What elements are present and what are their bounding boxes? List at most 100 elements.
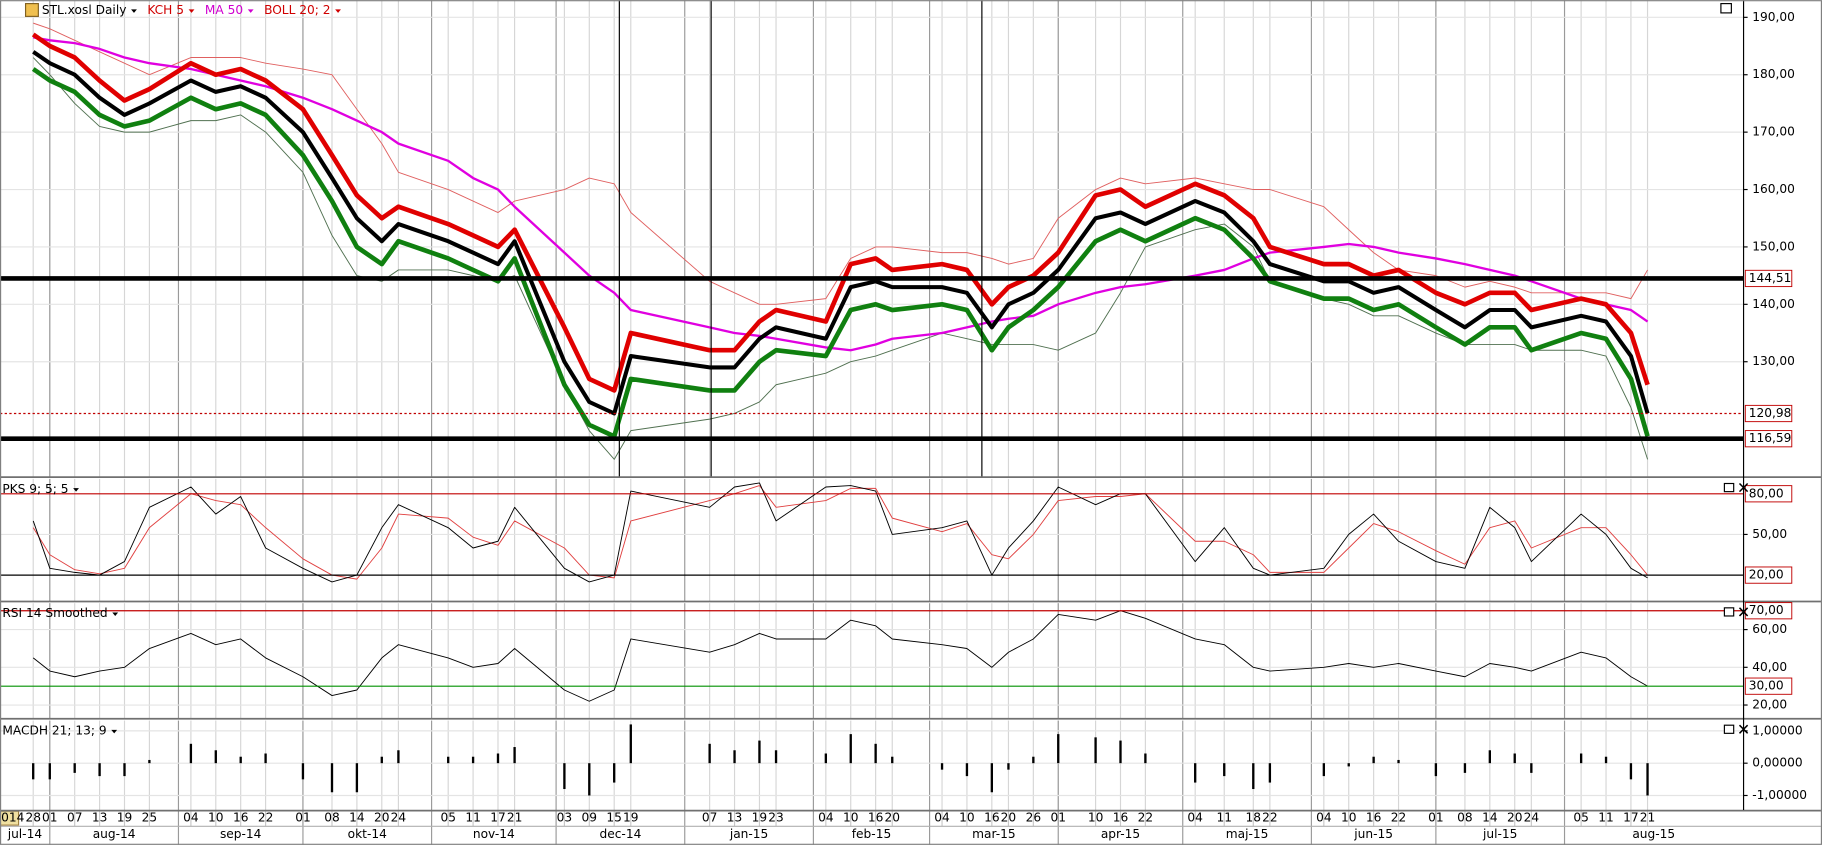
level-label: 70,00 xyxy=(1749,603,1784,617)
x-tick-label: 17 xyxy=(490,811,506,825)
x-tick-label: 04 xyxy=(818,811,834,825)
histogram-bar xyxy=(874,743,877,764)
histogram-bar xyxy=(774,750,778,764)
x-tick-label: 01 xyxy=(42,811,58,825)
series-line xyxy=(32,482,1648,583)
x-tick-label: 19 xyxy=(623,811,639,825)
level-label: 120,98 xyxy=(1749,406,1792,420)
dropdown-arrow[interactable] xyxy=(188,9,195,13)
level-label-box xyxy=(1744,566,1793,584)
histogram-bar xyxy=(1094,737,1097,764)
histogram-bar xyxy=(513,747,516,764)
y-tick-label: 160,00 xyxy=(1752,182,1795,196)
y-tick-label: 40,00 xyxy=(1752,660,1787,674)
x-tick-label: 24 xyxy=(1524,811,1540,825)
histogram-bar xyxy=(1144,753,1147,764)
legend-label: PKS 9; 5; 5 xyxy=(2,482,68,496)
histogram-bar xyxy=(1488,750,1491,764)
x-tick-label: 22 xyxy=(258,811,274,825)
dropdown-arrow[interactable] xyxy=(111,729,118,734)
x-tick-label: 13 xyxy=(92,811,108,825)
x-tick-label: 10 xyxy=(843,811,859,825)
histogram-bar xyxy=(1322,763,1326,777)
histogram-bar xyxy=(563,763,566,790)
series-line xyxy=(31,67,1650,439)
x-tick-label: 05 xyxy=(1573,811,1589,825)
dropdown-arrow[interactable] xyxy=(112,612,119,616)
histogram-bar xyxy=(264,753,267,764)
series-line xyxy=(31,32,1650,393)
histogram-bar xyxy=(148,759,151,764)
x-tick-label: 13 xyxy=(727,811,743,825)
x-tick-label: 09 xyxy=(582,811,598,825)
histogram-bar xyxy=(1223,763,1226,777)
y-tick-label: 190,00 xyxy=(1752,10,1795,24)
histogram-bar xyxy=(397,750,400,764)
month-label: feb-15 xyxy=(852,827,891,841)
panel-maximize[interactable] xyxy=(1723,482,1735,493)
x-tick-label: 26 xyxy=(1026,811,1042,825)
dropdown-arrow[interactable] xyxy=(247,9,254,13)
series-line xyxy=(32,50,1650,416)
series-line xyxy=(32,610,1648,702)
histogram-bar xyxy=(1007,763,1010,770)
level-label: 80,00 xyxy=(1749,486,1784,500)
x-tick-label: 16 xyxy=(1113,811,1129,825)
month-label: apr-15 xyxy=(1101,827,1140,841)
x-tick-label: 10 xyxy=(1088,811,1104,825)
x-tick-label: 20 xyxy=(1507,811,1523,825)
level-label-box xyxy=(1744,485,1793,503)
x-tick-label: 04 xyxy=(183,811,199,825)
histogram-bar xyxy=(1194,763,1197,783)
histogram-bar xyxy=(1604,756,1608,764)
panel-maximize[interactable] xyxy=(1723,724,1735,734)
histogram-bar xyxy=(1347,763,1350,767)
level-label-box xyxy=(1744,677,1793,695)
histogram-bar xyxy=(1513,753,1516,764)
series-line xyxy=(32,57,1649,460)
histogram-bar xyxy=(588,763,591,796)
window-button[interactable] xyxy=(1720,3,1732,14)
histogram-bar xyxy=(98,763,101,777)
dropdown-arrow[interactable] xyxy=(131,9,137,13)
histogram-bar xyxy=(708,743,711,764)
histogram-bar xyxy=(1372,756,1375,764)
grid xyxy=(0,0,1743,845)
x-tick-label: 01 xyxy=(1050,811,1066,825)
x-tick-label: 16 xyxy=(868,811,884,825)
histogram-bar xyxy=(189,743,193,764)
histogram-bar xyxy=(990,763,994,793)
legend-label: BOLL 20; 2 xyxy=(264,3,330,17)
x-tick-label: 24 xyxy=(391,811,407,825)
month-label: sep-14 xyxy=(220,827,262,841)
x-tick-label: 20 xyxy=(1001,811,1017,825)
level-label-box xyxy=(1744,269,1793,288)
y-tick-label: 180,00 xyxy=(1752,67,1795,81)
month-label: jan-15 xyxy=(729,827,768,841)
histogram-bar xyxy=(1032,756,1035,764)
histogram-bar xyxy=(1463,763,1467,773)
x-tick-label: 20 xyxy=(374,811,390,825)
x-tick-label: 05 xyxy=(440,811,456,825)
x-tick-label: 22 xyxy=(1391,811,1407,825)
histogram-bar xyxy=(1434,763,1438,777)
x-tick-label: 18 xyxy=(1246,811,1262,825)
x-tick-label: 04 xyxy=(934,811,950,825)
corner-label: 014 xyxy=(1,811,25,825)
legend-label: KCH 5 xyxy=(147,3,184,17)
dropdown-arrow[interactable] xyxy=(73,488,79,492)
x-tick-label: 01 xyxy=(1428,811,1444,825)
legend-label: MA 50 xyxy=(205,3,243,17)
x-tick-label: 28 xyxy=(25,811,41,825)
dropdown-arrow[interactable] xyxy=(335,9,341,13)
histogram-bar xyxy=(214,750,217,764)
y-tick-label: -1,00000 xyxy=(1752,788,1807,802)
y-tick-label: 60,00 xyxy=(1752,622,1787,636)
histogram-bar xyxy=(1119,740,1122,764)
histogram-bar xyxy=(1579,753,1583,764)
histogram-bar xyxy=(733,750,736,764)
x-tick-label: 03 xyxy=(557,811,573,825)
histogram-bar xyxy=(48,763,51,780)
panel-maximize[interactable] xyxy=(1723,607,1735,617)
